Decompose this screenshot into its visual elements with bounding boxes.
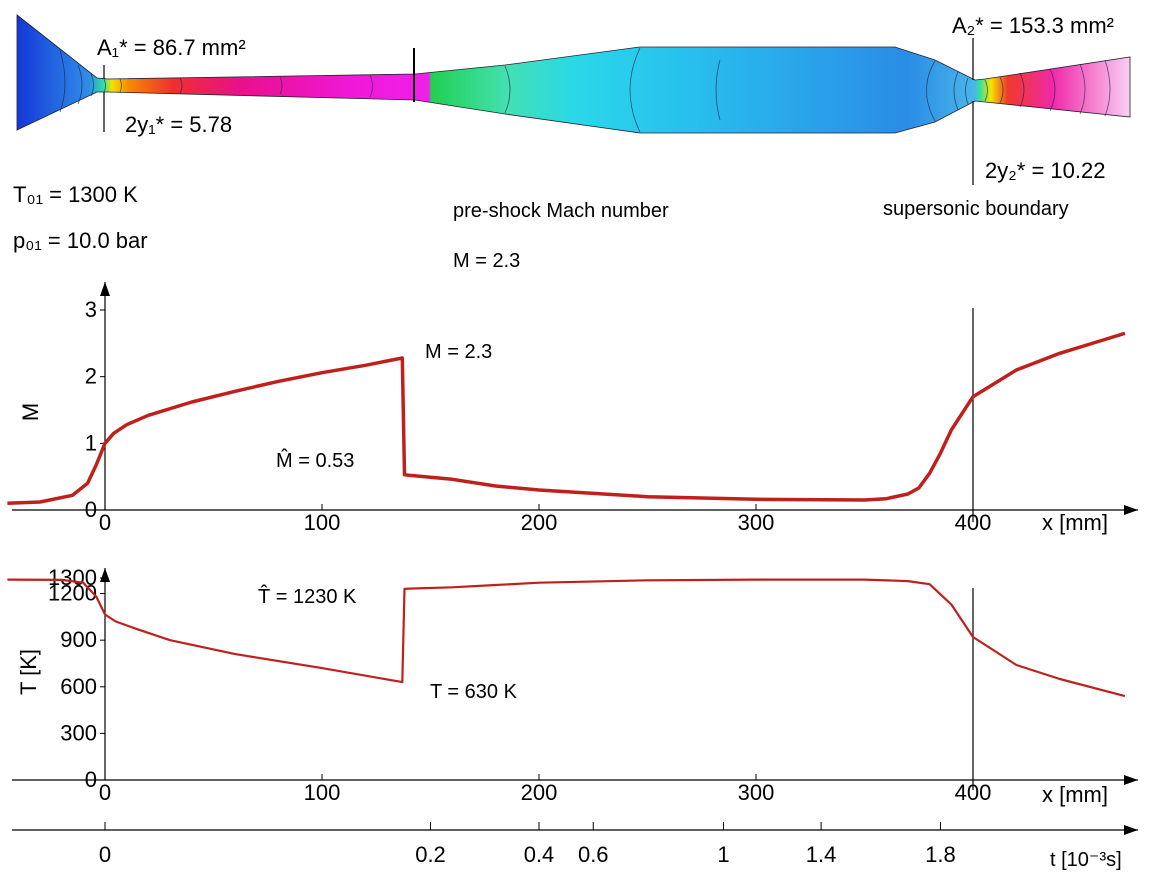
- mach-chart: M x [mm] 0 100 200 300 400 0 1 2 3 M = 2.3 M̂ = …: [7, 282, 1138, 535]
- temperature-series-line: [7, 578, 1126, 698]
- temp-ylabel: T [K]: [16, 649, 41, 695]
- temp-ytick-label: 1300: [48, 565, 97, 590]
- preshock-value: M = 2.3: [453, 250, 520, 272]
- nozzle-body: [16, 14, 1131, 134]
- temp-ytick-label: 1200: [48, 581, 97, 606]
- nozzle-contour: [16, 14, 1131, 185]
- temp-ytick-label: 600: [60, 674, 97, 699]
- mach-annotation-post: M̂ = 0.53: [276, 449, 354, 472]
- mach-ylabel: M: [18, 403, 43, 421]
- time-tick-label: 1.4: [806, 842, 837, 867]
- mach-x-arrow: [1124, 505, 1138, 515]
- mach-xtick-label: 100: [304, 510, 341, 535]
- temp-x-arrow: [1124, 775, 1138, 785]
- mach-xtick-label: 0: [99, 510, 111, 535]
- mach-xlabel: x [mm]: [1042, 510, 1108, 535]
- mach-ytick-label: 0: [85, 497, 97, 522]
- t01-label: T₀₁ = 1300 K: [13, 182, 138, 207]
- y1-label: 2y₁* = 5.78: [125, 112, 232, 137]
- mach-xtick-label: 200: [521, 510, 558, 535]
- iso-lines: [59, 47, 1111, 133]
- time-tick-label: 0.6: [578, 842, 609, 867]
- mach-ytick-label: 3: [85, 297, 97, 322]
- mach-xtick-label: 300: [738, 510, 775, 535]
- mach-ticks: 0 100 200 300 400 0 1 2 3: [85, 297, 992, 535]
- mach-xtick-label: 400: [955, 510, 992, 535]
- temp-ytick-label: 900: [60, 627, 97, 652]
- mach-series-line: [7, 331, 1126, 506]
- time-tick-label: 1: [717, 842, 729, 867]
- time-axis-label: t [10⁻³s]: [1050, 849, 1122, 871]
- mach-y-arrow: [100, 282, 110, 296]
- time-tick-label: 0.2: [415, 842, 446, 867]
- temp-ytick-label: 0: [85, 767, 97, 792]
- temp-xtick-label: 400: [955, 780, 992, 805]
- time-axis: 0 0.2 0.4 0.6 1 1.4 1.8 t [10⁻³s]: [12, 822, 1138, 871]
- a1-label: A₁* = 86.7 mm²: [97, 35, 246, 60]
- time-axis-arrow: [1124, 825, 1138, 835]
- temp-annotation-post: T̂ = 1230 K: [258, 585, 357, 608]
- p01-label: p₀₁ = 10.0 bar: [13, 228, 148, 253]
- y2-label: 2y₂* = 10.22: [985, 158, 1105, 183]
- time-ticks: 0 0.2 0.4 0.6 1 1.4 1.8: [99, 822, 956, 867]
- time-tick-label: 0: [99, 842, 111, 867]
- temp-xlabel: x [mm]: [1042, 782, 1108, 807]
- mach-ytick-label: 1: [85, 430, 97, 455]
- mach-ytick-label: 2: [85, 364, 97, 389]
- time-tick-label: 1.8: [925, 842, 956, 867]
- temp-annotation-pre: T = 630 K: [430, 681, 518, 703]
- temp-ytick-label: 300: [60, 720, 97, 745]
- time-tick-label: 0.4: [524, 842, 555, 867]
- a2-label: A₂* = 153.3 mm²: [952, 13, 1114, 38]
- supersonic-label: supersonic boundary: [883, 198, 1069, 220]
- temp-xtick-label: 200: [521, 780, 558, 805]
- temp-xtick-label: 0: [99, 780, 111, 805]
- temp-y-arrow: [100, 568, 110, 582]
- preshock-label: pre-shock Mach number: [453, 200, 669, 222]
- temp-xtick-label: 100: [304, 780, 341, 805]
- temp-xtick-label: 300: [738, 780, 775, 805]
- mach-annotation-peak: M = 2.3: [425, 341, 492, 363]
- temperature-chart: T [K] x [mm] 0 100 200 300 400 0 300 600 900 1200…: [7, 565, 1138, 807]
